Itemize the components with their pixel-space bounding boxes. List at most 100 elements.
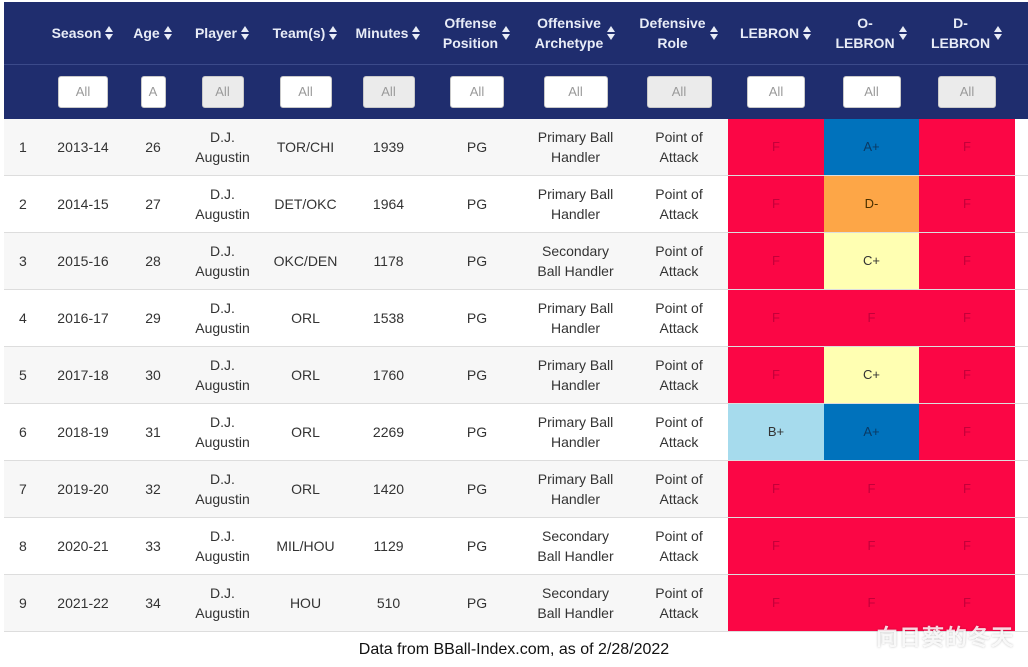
header-season-label: Season	[51, 25, 102, 41]
table-row[interactable]: 7 2019-20 32 D.J. Augustin ORL 1420 PG Primary B…	[4, 461, 1028, 518]
cell-row-index: 2	[4, 176, 38, 232]
cell-minutes: 1129	[344, 518, 433, 574]
filter-input-o-lebron[interactable]: All	[842, 76, 901, 108]
sort-arrows-icon[interactable]	[163, 25, 173, 41]
filter-input-age[interactable]: A	[140, 76, 166, 108]
cell-lebron: F	[728, 461, 824, 517]
filter-input-defensive-role[interactable]: All	[646, 76, 712, 108]
filter-input-season[interactable]: All	[58, 76, 108, 108]
cell-defensive-role: Point of Attack	[630, 461, 728, 517]
header-team[interactable]: Team(s)	[267, 2, 344, 64]
cell-season: 2017-18	[38, 347, 128, 403]
filter-input-minutes[interactable]: All	[362, 76, 415, 108]
sort-arrows-icon[interactable]	[803, 25, 812, 41]
header-offense-position[interactable]: Offense Position	[433, 2, 521, 64]
filter-cell-row-index	[4, 65, 38, 119]
cell-offensive-archetype: Primary Ball Handler	[521, 176, 630, 232]
header-lebron[interactable]: LEBRON	[728, 2, 824, 64]
cell-team: ORL	[267, 461, 344, 517]
table-row[interactable]: 4 2016-17 29 D.J. Augustin ORL 1538 PG Primary B…	[4, 290, 1028, 347]
filter-input-player[interactable]: All	[201, 76, 244, 108]
cell-d-lebron: F	[919, 347, 1015, 403]
header-defensive-role-label: Defensive Role	[639, 15, 706, 51]
cell-lebron: F	[728, 176, 824, 232]
lebron-table: Season Age Player Team(s) Minutes Offense Posi…	[4, 2, 1028, 632]
table-row[interactable]: 1 2013-14 26 D.J. Augustin TOR/CHI 1939 PG Prima…	[4, 119, 1028, 176]
filter-input-offensive-archetype[interactable]: All	[543, 76, 608, 108]
filter-input-lebron[interactable]: All	[747, 76, 805, 108]
cell-d-lebron: F	[919, 290, 1015, 346]
cell-row-index: 8	[4, 518, 38, 574]
cell-age: 32	[128, 461, 178, 517]
table-row[interactable]: 3 2015-16 28 D.J. Augustin OKC/DEN 1178 PG Secon…	[4, 233, 1028, 290]
source-note: Data from BBall-Index.com, as of 2/28/20…	[358, 641, 670, 658]
cell-offense-position: PG	[433, 518, 521, 574]
table-row[interactable]: 5 2017-18 30 D.J. Augustin ORL 1760 PG Primary B…	[4, 347, 1028, 404]
cell-defensive-role: Point of Attack	[630, 518, 728, 574]
cell-season: 2016-17	[38, 290, 128, 346]
cell-team: MIL/HOU	[267, 518, 344, 574]
header-player[interactable]: Player	[178, 2, 267, 64]
filter-input-team[interactable]: All	[279, 76, 332, 108]
cell-defensive-role: Point of Attack	[630, 404, 728, 460]
cell-defensive-role: Point of Attack	[630, 347, 728, 403]
header-o-lebron[interactable]: O- LEBRON	[824, 2, 919, 64]
cell-defensive-role: Point of Attack	[630, 119, 728, 175]
header-o-lebron-label: O- LEBRON	[835, 15, 895, 51]
cell-player: D.J. Augustin	[178, 347, 267, 403]
cell-season: 2013-14	[38, 119, 128, 175]
cell-row-index: 9	[4, 575, 38, 631]
header-row-index	[4, 2, 38, 64]
header-offensive-archetype[interactable]: Offensive Archetype	[521, 2, 630, 64]
sort-arrows-icon[interactable]	[105, 25, 114, 41]
sort-arrows-icon[interactable]	[412, 25, 421, 41]
filter-cell-player: All	[178, 65, 267, 119]
cell-d-lebron: F	[919, 518, 1015, 574]
table-row[interactable]: 9 2021-22 34 D.J. Augustin HOU 510 PG Secondary B…	[4, 575, 1028, 632]
header-offense-position-label: Offense Position	[442, 15, 499, 51]
sort-arrows-icon[interactable]	[898, 25, 908, 41]
header-d-lebron[interactable]: D- LEBRON	[919, 2, 1015, 64]
cell-lebron: F	[728, 233, 824, 289]
cell-offense-position: PG	[433, 233, 521, 289]
filter-cell-minutes: All	[344, 65, 433, 119]
cell-o-lebron: D-	[824, 176, 919, 232]
filter-row: All A All All All All All All All All All	[4, 64, 1028, 119]
cell-o-lebron: F	[824, 461, 919, 517]
cell-lebron: F	[728, 119, 824, 175]
cell-team: TOR/CHI	[267, 119, 344, 175]
cell-o-lebron: F	[824, 290, 919, 346]
cell-d-lebron: F	[919, 404, 1015, 460]
cell-minutes: 1538	[344, 290, 433, 346]
cell-row-index: 4	[4, 290, 38, 346]
cell-offense-position: PG	[433, 290, 521, 346]
header-minutes[interactable]: Minutes	[344, 2, 433, 64]
sort-arrows-icon[interactable]	[241, 25, 250, 41]
cell-d-lebron: F	[919, 461, 1015, 517]
header-defensive-role[interactable]: Defensive Role	[630, 2, 728, 64]
sort-arrows-icon[interactable]	[994, 25, 1003, 41]
sort-arrows-icon[interactable]	[329, 25, 338, 41]
filter-cell-season: All	[38, 65, 128, 119]
filter-input-d-lebron[interactable]: All	[938, 76, 996, 108]
header-season[interactable]: Season	[38, 2, 128, 64]
cell-offense-position: PG	[433, 119, 521, 175]
filter-input-offense-position[interactable]: All	[450, 76, 504, 108]
cell-o-lebron: A+	[824, 404, 919, 460]
sort-arrows-icon[interactable]	[709, 25, 719, 41]
cell-age: 29	[128, 290, 178, 346]
header-age[interactable]: Age	[128, 2, 178, 64]
table-row[interactable]: 2 2014-15 27 D.J. Augustin DET/OKC 1964 PG Prima…	[4, 176, 1028, 233]
sort-arrows-icon[interactable]	[607, 25, 616, 41]
cell-age: 26	[128, 119, 178, 175]
sort-arrows-icon[interactable]	[502, 25, 511, 41]
table-row[interactable]: 8 2020-21 33 D.J. Augustin MIL/HOU 1129 PG Secon…	[4, 518, 1028, 575]
header-row: Season Age Player Team(s) Minutes Offense Posi…	[4, 2, 1028, 64]
cell-row-index: 6	[4, 404, 38, 460]
filter-cell-defensive-role: All	[630, 65, 728, 119]
table-row[interactable]: 6 2018-19 31 D.J. Augustin ORL 2269 PG Primary B…	[4, 404, 1028, 461]
cell-minutes: 1760	[344, 347, 433, 403]
cell-age: 33	[128, 518, 178, 574]
cell-offensive-archetype: Secondary Ball Handler	[521, 518, 630, 574]
